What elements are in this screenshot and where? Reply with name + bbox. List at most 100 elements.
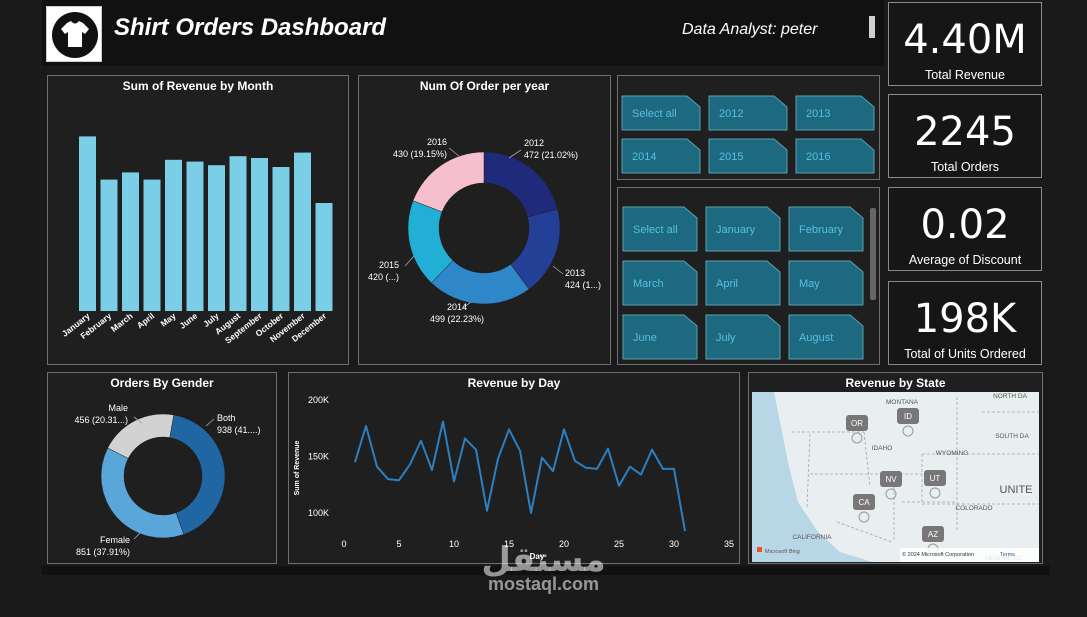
revenue-by-day-panel[interactable]: Revenue by Day 200K 150K 100K 0 5 10 15 20 25 30 3… — [288, 372, 740, 564]
y-tick-label: 100K — [308, 508, 329, 518]
map-terms-link: Terms — [1000, 552, 1015, 558]
kpi-units-ordered: 198K Total of Units Ordered — [888, 281, 1042, 365]
map-place-label: COLORADO — [955, 505, 992, 512]
orders-by-gender-panel[interactable]: Orders By Gender Both 938 (41....) Female 8… — [47, 372, 277, 564]
slice-name: 2016 — [427, 137, 447, 147]
slicer-option[interactable]: Select all — [622, 206, 698, 252]
series-line — [354, 420, 686, 532]
slicer-option[interactable]: February — [788, 206, 864, 252]
state-bubble — [924, 470, 946, 486]
kpi-average-discount: 0.02 Average of Discount — [888, 187, 1042, 271]
slice-name: Male — [108, 403, 128, 413]
bar — [251, 158, 268, 311]
state-label: CA — [858, 498, 870, 507]
leader-line — [462, 301, 472, 309]
x-tick-label: March — [109, 311, 135, 334]
slicer-option[interactable]: April — [705, 260, 781, 306]
donut-slice — [107, 413, 175, 459]
slicer-option[interactable]: 2013 — [795, 95, 875, 131]
kpi-value: 0.02 — [920, 202, 1010, 248]
slice-label: 420 (...) — [368, 272, 399, 282]
slice-label: 456 (20.31...) — [74, 415, 128, 425]
slicer-option-label: March — [633, 278, 664, 290]
revenue-by-state-panel[interactable]: Revenue by State MONTANA NORTH DA IDAHO SOU… — [748, 372, 1043, 564]
slicer-option[interactable]: 2012 — [708, 95, 788, 131]
state-marker — [885, 488, 897, 500]
revenue-by-day-chart: 200K 150K 100K 0 5 10 15 20 25 30 35 Day Sum of Reve… — [294, 395, 734, 561]
slice-label: 430 (19.15%) — [393, 149, 447, 159]
y-tick-label: 150K — [308, 452, 329, 462]
bar — [315, 203, 333, 311]
header-divider — [869, 16, 875, 38]
state-label: UT — [930, 474, 941, 483]
slice-label: 472 (21.02%) — [524, 150, 578, 160]
orders-per-year-panel[interactable]: Num Of Order per year 2012 472 (21.02%) 20… — [358, 75, 611, 365]
state-marker — [858, 511, 870, 523]
slicer-option-label: April — [716, 278, 739, 290]
chart-title: Orders By Gender — [110, 376, 214, 390]
shirt-icon — [52, 12, 98, 58]
slicer-shape — [708, 95, 788, 131]
kpi-label: Total of Units Ordered — [904, 347, 1026, 361]
x-axis-label: Day — [530, 552, 545, 561]
slice-name: 2015 — [379, 260, 399, 270]
map-place-label: NORTH DA — [993, 393, 1027, 400]
map-place-label: SOUTH DA — [995, 433, 1029, 440]
state-bubble — [853, 494, 875, 510]
bar — [294, 152, 311, 311]
slicer-option[interactable]: 2015 — [708, 138, 788, 174]
slicer-option[interactable]: Select all — [621, 95, 701, 131]
orders-by-gender-chart: Both 938 (41....) Female 851 (37.91%) Male 45… — [74, 403, 261, 557]
month-slicer-panel: Select all January February March April May Ju… — [617, 187, 880, 365]
x-tick-label: May — [159, 311, 178, 329]
slicer-option-label: 2016 — [806, 151, 831, 163]
revenue-by-state-map[interactable]: MONTANA NORTH DA IDAHO SOUTH DA WYOMING UNITE… — [752, 392, 1039, 562]
leader-line — [552, 265, 564, 275]
donut-slice — [100, 447, 185, 539]
slicer-option-label: 2013 — [806, 108, 831, 120]
slicer-option[interactable]: March — [622, 260, 698, 306]
header-bar — [42, 0, 884, 66]
slice-label: 499 (22.23%) — [430, 314, 484, 324]
slicer-shape — [705, 314, 781, 360]
chart-title: Revenue by State — [845, 376, 946, 390]
donut-slice — [169, 414, 226, 535]
slice-name: Both — [217, 413, 236, 423]
state-bubble — [922, 526, 944, 542]
slicer-shape — [788, 260, 864, 306]
slicer-option[interactable]: January — [705, 206, 781, 252]
page-title: Shirt Orders Dashboard — [114, 14, 387, 41]
bar — [122, 172, 139, 311]
slice-label: 851 (37.91%) — [76, 547, 130, 557]
revenue-by-month-panel[interactable]: Sum of Revenue by Month January February M… — [47, 75, 349, 365]
slice-label: 938 (41....) — [217, 425, 261, 435]
slicer-option[interactable]: May — [788, 260, 864, 306]
bing-icon — [757, 547, 762, 552]
slicer-option[interactable]: July — [705, 314, 781, 360]
slicer-shape — [788, 314, 864, 360]
map-place-label: IDAHO — [872, 445, 893, 452]
slicer-option[interactable]: 2014 — [621, 138, 701, 174]
slicer-shape — [622, 260, 698, 306]
x-tick-label: 20 — [559, 539, 569, 549]
x-tick-label: June — [177, 311, 199, 331]
slice-name: 2014 — [447, 302, 467, 312]
leader-line — [508, 149, 522, 159]
logo — [46, 6, 102, 62]
x-tick-label: 5 — [396, 539, 401, 549]
attribution-bg — [900, 548, 1039, 562]
slicer-option[interactable]: 2016 — [795, 138, 875, 174]
slicer-option-label: July — [716, 332, 736, 344]
state-bubble — [846, 415, 868, 431]
slicer-option[interactable]: June — [622, 314, 698, 360]
state-label: AZ — [928, 530, 938, 539]
slicer-option[interactable]: August — [788, 314, 864, 360]
leader-line — [448, 147, 460, 157]
slicer-option-label: 2014 — [632, 151, 657, 163]
scrollbar[interactable] — [870, 208, 876, 300]
kpi-label: Total Orders — [930, 160, 1000, 174]
x-tick-label: 25 — [614, 539, 624, 549]
donut-slice — [412, 151, 485, 213]
slicer-option-label: 2012 — [719, 108, 744, 120]
